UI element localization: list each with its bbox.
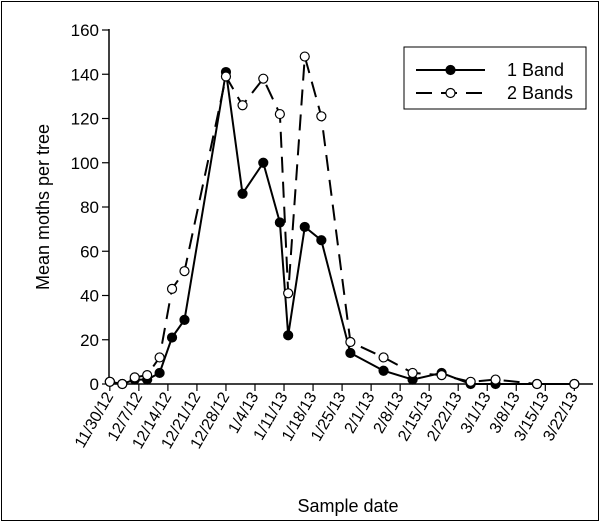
y-tick-label: 40 [80, 287, 99, 306]
data-point [237, 100, 248, 111]
data-point [316, 111, 327, 122]
data-point [117, 378, 128, 390]
legend-box [403, 46, 587, 110]
data-point [154, 367, 165, 379]
data-point [465, 376, 476, 387]
x-tick-label: 11/30/12 [72, 389, 117, 450]
y-tick-label: 20 [80, 331, 99, 350]
y-tick-label: 120 [71, 110, 99, 129]
data-point [378, 352, 389, 363]
data-point [142, 370, 153, 381]
data-point [299, 51, 310, 62]
data-point [299, 221, 310, 233]
legend: 1 Band 2 Bands [403, 46, 587, 110]
y-tick-label: 80 [80, 198, 99, 217]
data-point [345, 336, 356, 348]
data-point [220, 71, 232, 82]
data-point [569, 378, 580, 390]
data-point [436, 370, 447, 381]
data-point [345, 347, 356, 359]
data-point [104, 376, 115, 387]
series-layer [104, 51, 580, 390]
data-point [316, 235, 327, 246]
data-point [258, 157, 269, 168]
data-point [237, 188, 248, 199]
data-point [179, 314, 190, 325]
y-tick-label: 160 [71, 21, 99, 40]
data-point [490, 374, 501, 385]
data-point [274, 217, 285, 228]
data-point [258, 73, 269, 84]
series-line-1 [109, 71, 575, 386]
legend-label-1band: 1 Band [507, 60, 564, 80]
data-point [179, 266, 190, 277]
legend-marker-2bands [445, 87, 456, 99]
data-point [129, 372, 140, 383]
data-point [166, 283, 178, 294]
data-point [531, 378, 543, 390]
y-tick-label: 60 [80, 242, 99, 261]
data-point [407, 367, 418, 379]
x-axis-label: Sample date [297, 496, 398, 516]
data-point [274, 108, 285, 120]
legend-marker-1band [445, 64, 456, 76]
y-tick-label: 100 [71, 154, 99, 173]
y-axis-label: Mean moths per tree [33, 124, 53, 290]
data-point [154, 352, 165, 363]
data-point [166, 332, 178, 343]
y-tick-label: 140 [71, 65, 99, 84]
data-point [283, 288, 294, 299]
data-point [378, 365, 389, 376]
y-tick-label: 0 [90, 375, 99, 394]
data-point [283, 330, 294, 341]
legend-label-2bands: 2 Bands [507, 83, 573, 103]
series-line-2 [109, 56, 575, 386]
